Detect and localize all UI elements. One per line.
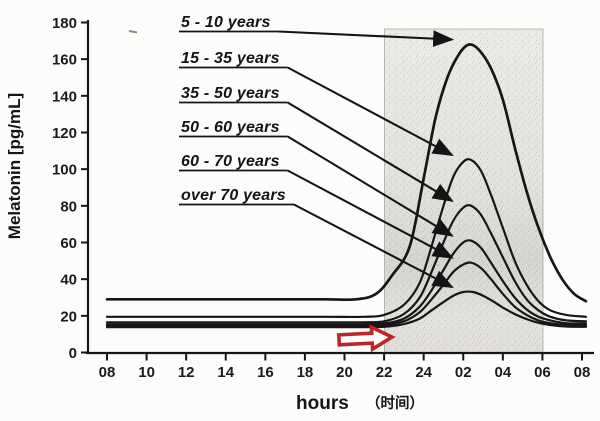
y-tick-label: 0	[69, 345, 77, 362]
x-tick-label: 08	[574, 364, 591, 381]
age-label-leaders-group	[179, 30, 455, 288]
curve-over-70-years	[105, 290, 588, 329]
leader-arrow	[287, 101, 454, 202]
curve-50---60-years	[105, 239, 588, 326]
age-group-label: 60 - 70 years	[181, 153, 280, 170]
x-tick-label: 20	[336, 364, 353, 381]
y-tick-label: 120	[52, 125, 77, 142]
curve-5---10-years	[105, 43, 588, 303]
y-axis-ticks-group: 0 20 40 60 80 100 120 140 160 180	[52, 15, 88, 362]
y-tick-label: 20	[60, 308, 77, 325]
y-tick-label: 180	[52, 15, 77, 32]
curve-60---70-years	[105, 261, 588, 327]
x-tick-label: 10	[138, 364, 155, 381]
y-tick-label: 80	[60, 198, 77, 215]
x-tick-label: 24	[415, 364, 432, 381]
axes-group	[86, 20, 594, 355]
x-tick-label: 14	[217, 364, 234, 381]
x-tick-label: 02	[455, 364, 472, 381]
scan-artifact-mark	[128, 30, 138, 34]
x-axis-title-chinese: （时间）	[366, 394, 424, 412]
leader-arrow	[293, 203, 454, 288]
x-tick-label: 12	[178, 364, 195, 381]
age-group-label: 50 - 60 years	[181, 119, 280, 136]
y-axis-title: Melatonin [pg/mL]	[5, 93, 24, 239]
y-tick-label: 60	[60, 235, 77, 252]
x-tick-label: 08	[99, 364, 116, 381]
age-group-labels-group: 5 - 10 years 15 - 35 years 35 - 50 years 50…	[181, 14, 286, 204]
y-tick-label: 100	[52, 162, 77, 179]
y-tick-label: 40	[60, 272, 77, 289]
x-tick-label: 22	[376, 364, 393, 381]
leader-arrow	[287, 169, 454, 259]
age-group-label: 5 - 10 years	[181, 14, 271, 31]
age-group-label: 15 - 35 years	[181, 50, 280, 67]
leader-arrow	[278, 30, 455, 48]
age-group-label: over 70 years	[181, 187, 286, 204]
curve-15---35-years	[105, 158, 588, 319]
age-group-label: 35 - 50 years	[181, 85, 280, 102]
curve-35---50-years	[105, 204, 588, 324]
y-tick-label: 160	[52, 52, 77, 69]
x-tick-label: 04	[494, 364, 511, 381]
x-tick-label: 18	[297, 364, 314, 381]
y-tick-label: 140	[52, 88, 77, 105]
leader-arrow	[287, 135, 454, 237]
x-tick-label: 16	[257, 364, 274, 381]
red-right-arrow-icon	[336, 324, 396, 353]
x-tick-label: 06	[534, 364, 551, 381]
melatonin-curves-group	[105, 43, 588, 329]
x-axis-title: hours	[296, 393, 349, 414]
leader-arrow	[287, 66, 454, 156]
x-axis-ticks-group: 08 10 12 14 16 18 20 22 24 02 04 06 08	[99, 353, 591, 381]
night-shaded-region-texture	[384, 29, 543, 353]
